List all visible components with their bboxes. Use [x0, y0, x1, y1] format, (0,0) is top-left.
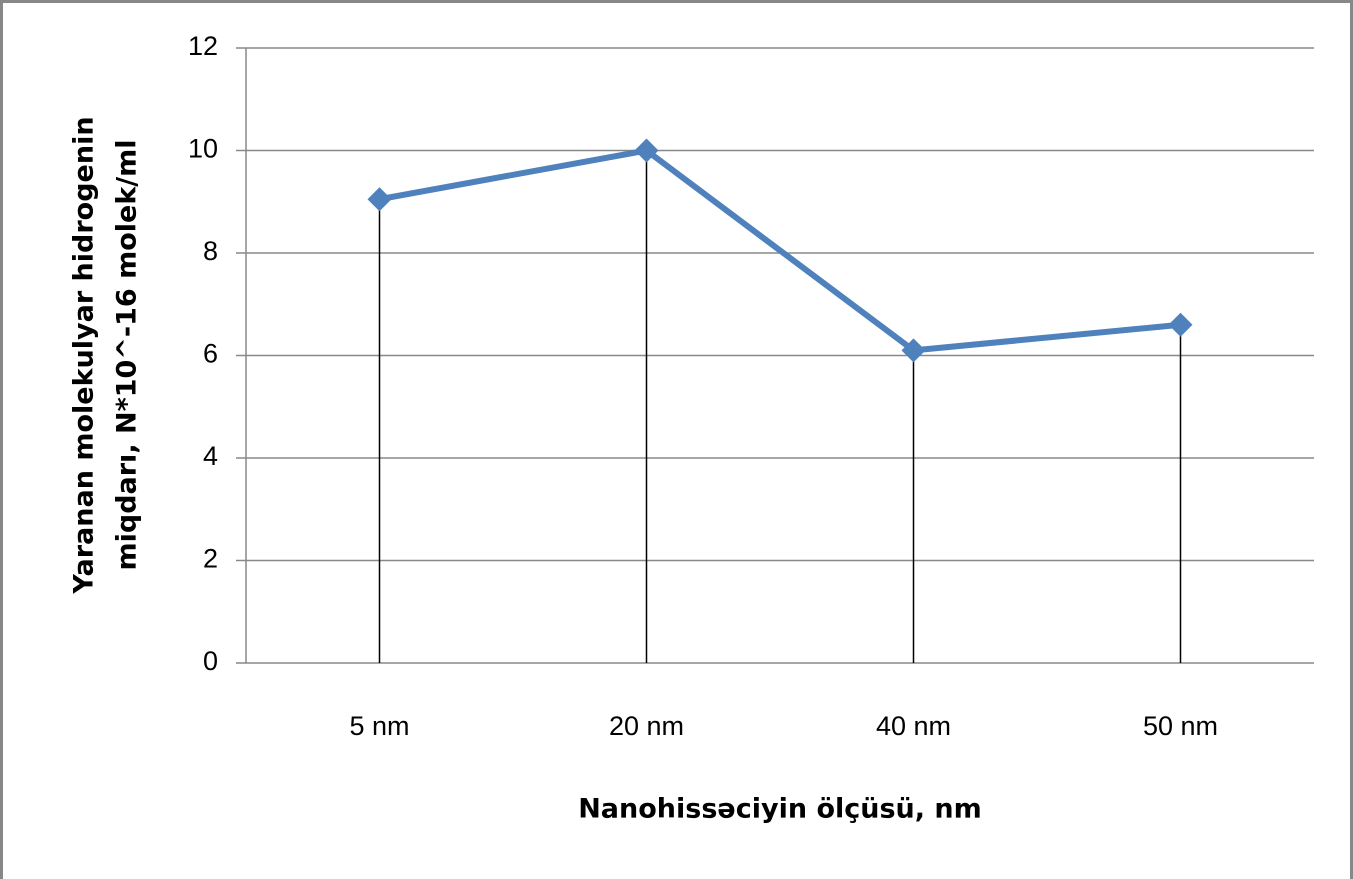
x-axis-label: Nanohissəciyin ölçüsü, nm [578, 794, 982, 825]
series-line [378, 147, 1181, 354]
y-tick-label: 0 [203, 646, 218, 676]
data-point [1168, 312, 1193, 337]
y-tick-label: 10 [188, 134, 218, 164]
data-point [367, 187, 392, 212]
y-tick-label: 2 [203, 544, 218, 574]
y-axis-label: miqdarı, N*10^-16 molek/ml [112, 139, 143, 570]
x-tick-label: 20 nm [609, 711, 684, 741]
x-tick-label: 40 nm [876, 711, 951, 741]
x-tick-label: 5 nm [349, 711, 409, 741]
y-tick-label: 4 [203, 441, 218, 471]
x-tick-label: 50 nm [1143, 711, 1218, 741]
y-axis-label: Yaranan molekulyar hidrogenin [69, 116, 100, 594]
y-tick-label: 8 [203, 236, 218, 266]
data-point [634, 138, 659, 163]
y-tick-label: 6 [203, 339, 218, 369]
y-tick-label: 12 [188, 31, 218, 61]
data-point [901, 338, 926, 363]
